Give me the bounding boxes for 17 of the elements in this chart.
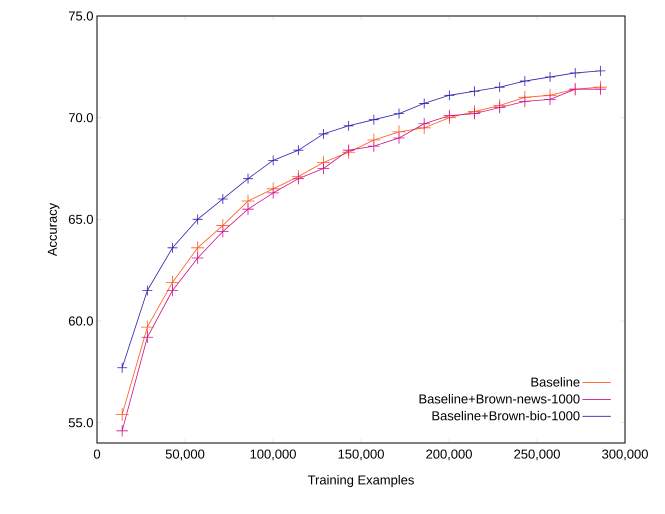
x-axis-title: Training Examples [308, 475, 414, 488]
x-tick-label: 150,000 [338, 450, 384, 460]
legend-label: Baseline [531, 377, 580, 387]
x-tick-label: 300,000 [602, 450, 648, 460]
x-tick-label: 250,000 [514, 450, 560, 460]
x-tick-label: 100,000 [250, 450, 296, 460]
y-tick-label: 75.0 [68, 11, 93, 21]
legend-label: Baseline+Brown-news-1000 [420, 394, 580, 404]
y-tick-label: 65.0 [68, 214, 93, 224]
x-tick-label: 0 [94, 450, 100, 459]
x-tick-label: 50,000 [166, 450, 204, 460]
legend-label: Baseline+Brown-bio-1000 [432, 410, 580, 420]
y-tick-label: 55.0 [68, 418, 93, 428]
y-tick-label: 70.0 [68, 113, 93, 122]
y-tick-label: 60.0 [68, 316, 93, 326]
x-tick-label: 200,000 [426, 450, 472, 460]
y-axis-title: Accuracy [48, 202, 60, 256]
